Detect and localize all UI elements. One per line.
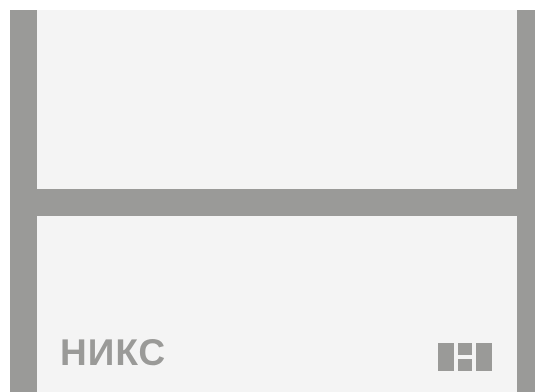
brand-wordmark: НИКС	[60, 332, 167, 373]
niks-logo-icon	[438, 343, 492, 371]
frame-middle-bar	[10, 189, 535, 216]
